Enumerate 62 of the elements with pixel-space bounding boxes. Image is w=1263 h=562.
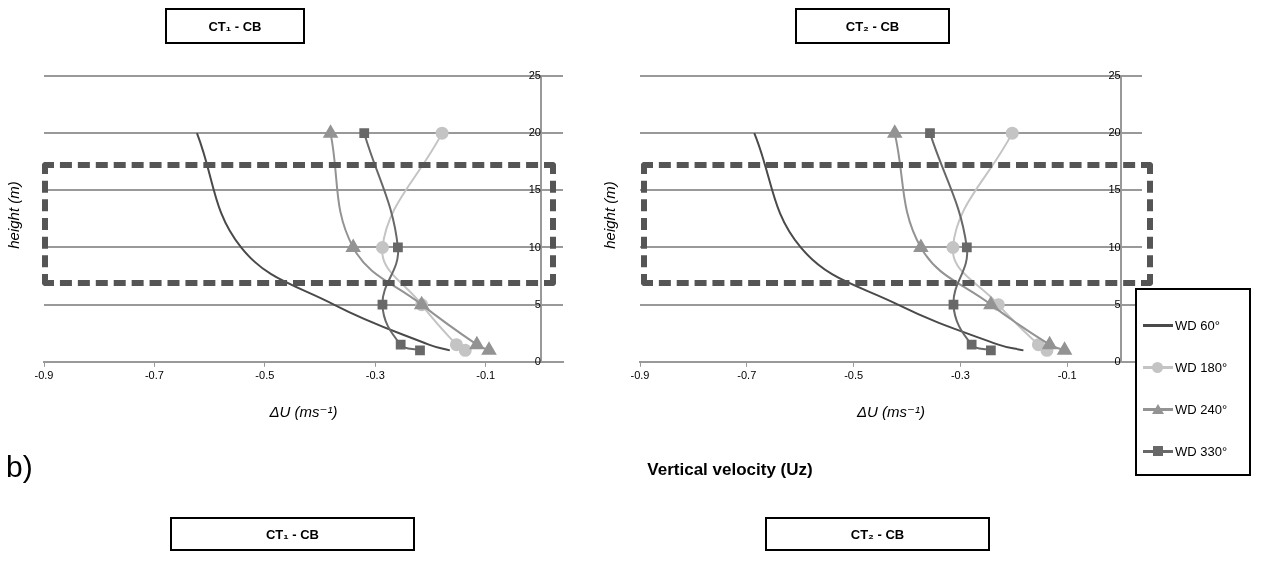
y-tick-label: 20 [1108,126,1121,139]
point [375,240,389,254]
point [458,343,472,357]
point [948,299,959,310]
y-tick-label: 0 [1114,354,1121,367]
legend-label: WD 60° [1175,317,1220,333]
point [1005,126,1019,140]
point [961,242,972,253]
y-tick-label: 20 [528,126,541,139]
point [359,128,370,139]
text: b) [6,450,33,484]
y-tick-label: 25 [1108,69,1121,82]
y-tick-label: 10 [1108,240,1121,253]
chart-title: CT₁ - CB [165,8,305,44]
x-tick-label: -0.9 [630,369,650,382]
y-tick-label: 10 [528,240,541,253]
point [449,338,463,352]
y-tick-label: 5 [1114,297,1121,310]
text: Vertical velocity (Uz) [646,460,814,480]
y-tick-label: 5 [534,297,541,310]
point [983,296,998,310]
x-axis-title: ΔU (ms⁻¹) [856,403,925,421]
text: CT₁ - CB [170,517,415,551]
y-tick-label: 15 [1108,183,1121,196]
point [481,342,497,355]
point [415,345,425,356]
text: CT₂ - CB [765,517,990,551]
x-tick-label: -0.1 [1057,369,1077,382]
line-series [753,132,1025,352]
point [435,126,449,140]
legend-label: WD 330° [1175,443,1228,459]
chart-title: CT₂ - CB [795,8,950,44]
legend-label: WD 180° [1175,359,1228,375]
point [377,299,388,310]
point [925,128,935,139]
point [1042,336,1057,350]
x-tick-label: -0.3 [365,369,385,382]
point [393,242,403,253]
point [323,125,338,138]
point [395,339,406,350]
point [966,339,977,350]
x-axis-title: ΔU (ms⁻¹) [268,403,338,421]
y-tick-label: 15 [528,183,541,196]
x-tick-label: -0.7 [144,369,164,382]
y-axis-title: height (m) [5,181,23,249]
x-tick-label: -0.5 [255,369,275,382]
x-tick-label: -0.9 [34,369,54,382]
point [946,240,960,254]
y-tick-label: 0 [534,354,541,367]
point [346,239,361,252]
x-tick-label: -0.1 [476,369,496,382]
y-tick-label: 25 [528,69,541,82]
point [1057,342,1072,355]
point [985,345,996,356]
y-axis-title: height (m) [601,181,619,249]
legend-label: WD 240° [1175,401,1228,417]
x-tick-label: -0.3 [950,369,970,382]
x-tick-label: -0.7 [737,369,757,382]
x-tick-label: -0.5 [844,369,864,382]
point [913,239,928,252]
point [469,336,484,350]
point [887,125,902,138]
